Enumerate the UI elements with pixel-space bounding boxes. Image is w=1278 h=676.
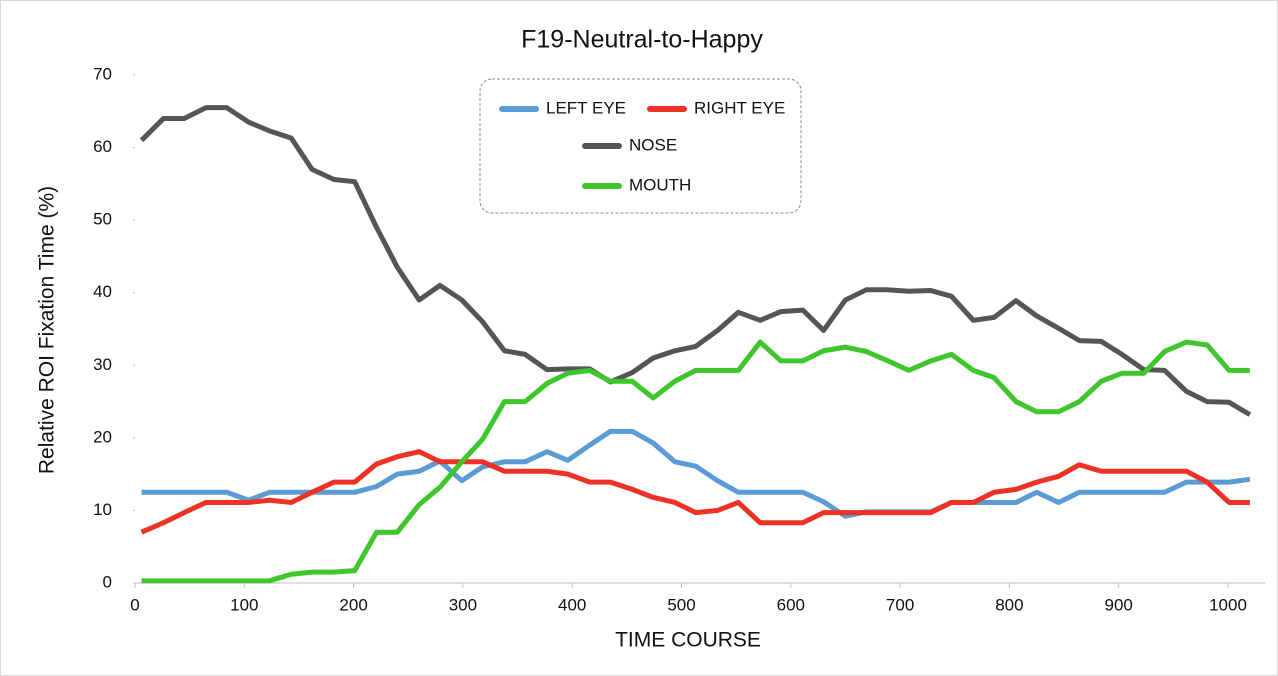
x-tick-label: 600 xyxy=(777,595,805,614)
y-tick-label: 50 xyxy=(93,210,112,229)
x-tick-label: 300 xyxy=(449,595,477,614)
x-tick-label: 500 xyxy=(667,595,695,614)
y-tick-label: 10 xyxy=(93,500,112,519)
data-line xyxy=(139,105,1252,417)
y-tick-label: 60 xyxy=(93,137,112,156)
y-tick-label: 40 xyxy=(93,282,112,301)
x-tick-label: 700 xyxy=(886,595,914,614)
legend-box xyxy=(479,78,802,214)
x-tick-label: 1000 xyxy=(1209,595,1247,614)
y-tick-label: 30 xyxy=(93,355,112,374)
y-axis-label: Relative ROI Fixation Time (%) xyxy=(36,186,59,474)
y-tick-label: 0 xyxy=(103,572,112,591)
legend-label: LEFT EYE xyxy=(546,98,626,117)
y-tick-label: 70 xyxy=(93,64,112,83)
chart-title: F19-Neutral-to-Happy xyxy=(521,26,763,54)
x-tick-label: 200 xyxy=(339,595,367,614)
x-tick-label: 100 xyxy=(230,595,258,614)
x-tick-label: 0 xyxy=(130,595,139,614)
y-tick-label: 20 xyxy=(93,427,112,446)
legend-label: MOUTH xyxy=(629,175,691,194)
data-line xyxy=(140,449,1250,535)
data-line xyxy=(141,428,1251,519)
legend-label: NOSE xyxy=(629,135,677,154)
legend-label: RIGHT EYE xyxy=(694,98,785,117)
x-tick-label: 900 xyxy=(1105,595,1133,614)
data-line xyxy=(141,339,1250,584)
x-axis-label: TIME COURSE xyxy=(615,629,761,652)
x-tick-label: 400 xyxy=(558,595,586,614)
x-tick-label: 800 xyxy=(995,595,1023,614)
